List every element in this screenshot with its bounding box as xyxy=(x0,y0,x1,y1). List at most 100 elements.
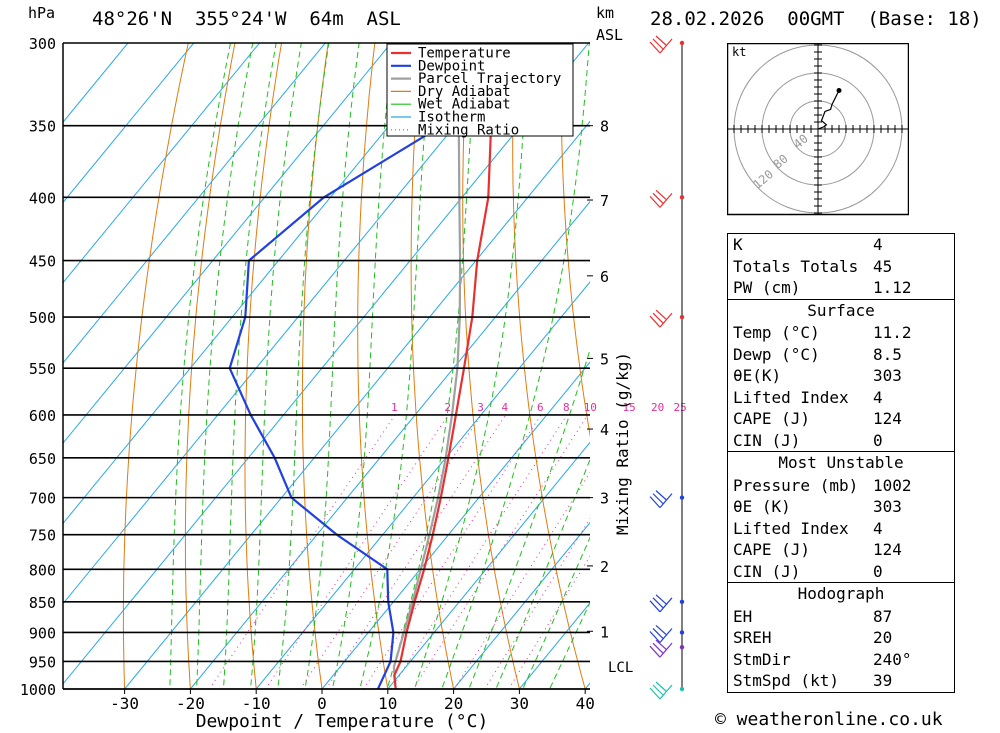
most-unstable-value: 303 xyxy=(873,497,902,517)
isotherm-line xyxy=(63,43,261,284)
copyright: © weatheronline.co.uk xyxy=(715,709,943,730)
surface-key: Dewp (°C) xyxy=(733,344,820,364)
km-unit-label: km xyxy=(596,4,615,22)
most-unstable-key: θE (K) xyxy=(733,497,791,517)
most-unstable-key: CAPE (J) xyxy=(733,540,811,560)
hodograph-row: StmDir 240° xyxy=(728,649,954,671)
surface-key: θE(K) xyxy=(733,366,782,386)
index-key: K xyxy=(733,235,743,255)
most-unstable-row: Pressure (mb) 1002 xyxy=(728,474,954,496)
altitude-label: 2 xyxy=(600,558,609,576)
altitude-label: 1 xyxy=(600,623,609,641)
legend-entry: Isotherm xyxy=(418,110,485,126)
dry-adiabat-line xyxy=(560,43,590,438)
most-unstable-value: 1002 xyxy=(873,475,912,495)
surface-row: CAPE (J) 124 xyxy=(728,408,954,430)
index-key: PW (cm) xyxy=(733,278,801,298)
dry-adiabat-line xyxy=(122,43,189,689)
wind-barb xyxy=(649,189,673,208)
temperature-tick-label: 20 xyxy=(444,694,463,713)
hodograph-value: 39 xyxy=(873,671,893,691)
most-unstable-row: CIN (J) 0 xyxy=(728,561,954,583)
wind-level-dot xyxy=(679,195,685,200)
hodograph-value: 240° xyxy=(873,649,912,669)
isotherm-line xyxy=(0,6,92,689)
temperature-tick-label: 0 xyxy=(317,694,327,713)
surface-key: Temp (°C) xyxy=(733,323,820,343)
wind-barb xyxy=(649,490,673,509)
hodograph-trace xyxy=(817,90,840,130)
pressure-tick-label: 350 xyxy=(29,118,56,136)
temperature-tick-label: -20 xyxy=(176,694,205,713)
pressure-tick-label: 800 xyxy=(29,561,56,579)
isotherm-line xyxy=(63,43,392,444)
wet-adiabat-line xyxy=(169,43,232,689)
index-row: Totals Totals 45 xyxy=(728,256,954,278)
wind-level-dot xyxy=(679,630,685,635)
legend-box xyxy=(386,43,574,137)
altitude-label: 6 xyxy=(600,268,609,286)
isotherm-line xyxy=(387,441,590,689)
temperature-line xyxy=(393,43,508,689)
surface-key: CIN (J) xyxy=(733,431,801,451)
mixing-ratio-label: 25 xyxy=(674,401,687,414)
mixing-ratio-label: 15 xyxy=(623,401,636,414)
legend-entry: Parcel Trajectory xyxy=(418,71,561,87)
index-row: PW (cm) 1.12 xyxy=(728,277,954,299)
wind-level-dot xyxy=(679,686,685,692)
temperature-tick-label: -30 xyxy=(110,694,139,713)
temperature-tick-label: -10 xyxy=(242,694,271,713)
wet-adiabat-line xyxy=(196,43,254,689)
surface-key: Lifted Index xyxy=(733,387,849,407)
pressure-tick-label: 750 xyxy=(29,527,56,545)
altitude-label: 8 xyxy=(600,118,609,136)
isotherm-line xyxy=(190,200,590,689)
stability-table: K 4 Totals Totals 45 PW (cm) 1.12 Surface Temp… xyxy=(727,233,955,693)
most-unstable-key: Lifted Index xyxy=(733,518,849,538)
temperature-tick-label: 40 xyxy=(576,694,595,713)
surface-title: Surface xyxy=(807,300,875,320)
wind-barb xyxy=(649,625,673,643)
lcl-label: LCL xyxy=(608,660,633,676)
mixing-ratio-label: 3 xyxy=(477,401,484,414)
run-datetime: 28.02.2026 00GMT (Base: 18) xyxy=(650,8,982,30)
pressure-tick-label: 400 xyxy=(29,189,56,207)
most-unstable-row: θE (K) 303 xyxy=(728,496,954,518)
pressure-tick-label: 550 xyxy=(29,360,56,378)
surface-row: Dewp (°C) 8.5 xyxy=(728,343,954,365)
surface-value: 4 xyxy=(873,387,883,407)
mixing-ratio-label: 8 xyxy=(563,401,570,414)
wind-level-dot xyxy=(679,314,685,320)
pressure-tick-label: 1000 xyxy=(20,681,56,699)
temperature-tick-label: 10 xyxy=(378,694,397,713)
wind-barb xyxy=(649,35,673,54)
asl-unit-label: ASL xyxy=(596,26,624,44)
dry-adiabat-line xyxy=(184,43,236,689)
altitude-label: 7 xyxy=(600,192,609,210)
mixing-ratio-label: 20 xyxy=(651,401,664,414)
index-value: 1.12 xyxy=(873,278,912,298)
wet-adiabat-line xyxy=(359,43,433,689)
pressure-tick-label: 650 xyxy=(29,450,56,468)
mixing-ratio-line xyxy=(325,414,506,689)
hodograph-key: SREH xyxy=(733,628,772,648)
legend-entry: Mixing Ratio xyxy=(418,122,519,138)
wet-adiabat-line xyxy=(304,43,360,689)
mixing-ratio-label: 1 xyxy=(391,401,398,414)
mixing-ratio-line xyxy=(363,414,542,689)
pressure-tick-label: 950 xyxy=(29,653,56,671)
wet-adiabat-line xyxy=(331,43,394,689)
station-location: 48°26'N 355°24'W 64m ASL xyxy=(92,8,401,30)
most-unstable-row: Lifted Index 4 xyxy=(728,518,954,540)
index-key: Totals Totals xyxy=(733,256,859,276)
x-axis-label: Dewpoint / Temperature (°C) xyxy=(196,711,489,732)
dry-adiabat-line xyxy=(963,0,1000,715)
wet-adiabat-line xyxy=(413,43,530,689)
surface-value: 303 xyxy=(873,366,902,386)
temperature-tick-label: 30 xyxy=(510,694,529,713)
surface-value: 11.2 xyxy=(873,323,912,343)
mixing-ratio-label: 6 xyxy=(537,401,544,414)
wind-barb xyxy=(649,639,673,658)
